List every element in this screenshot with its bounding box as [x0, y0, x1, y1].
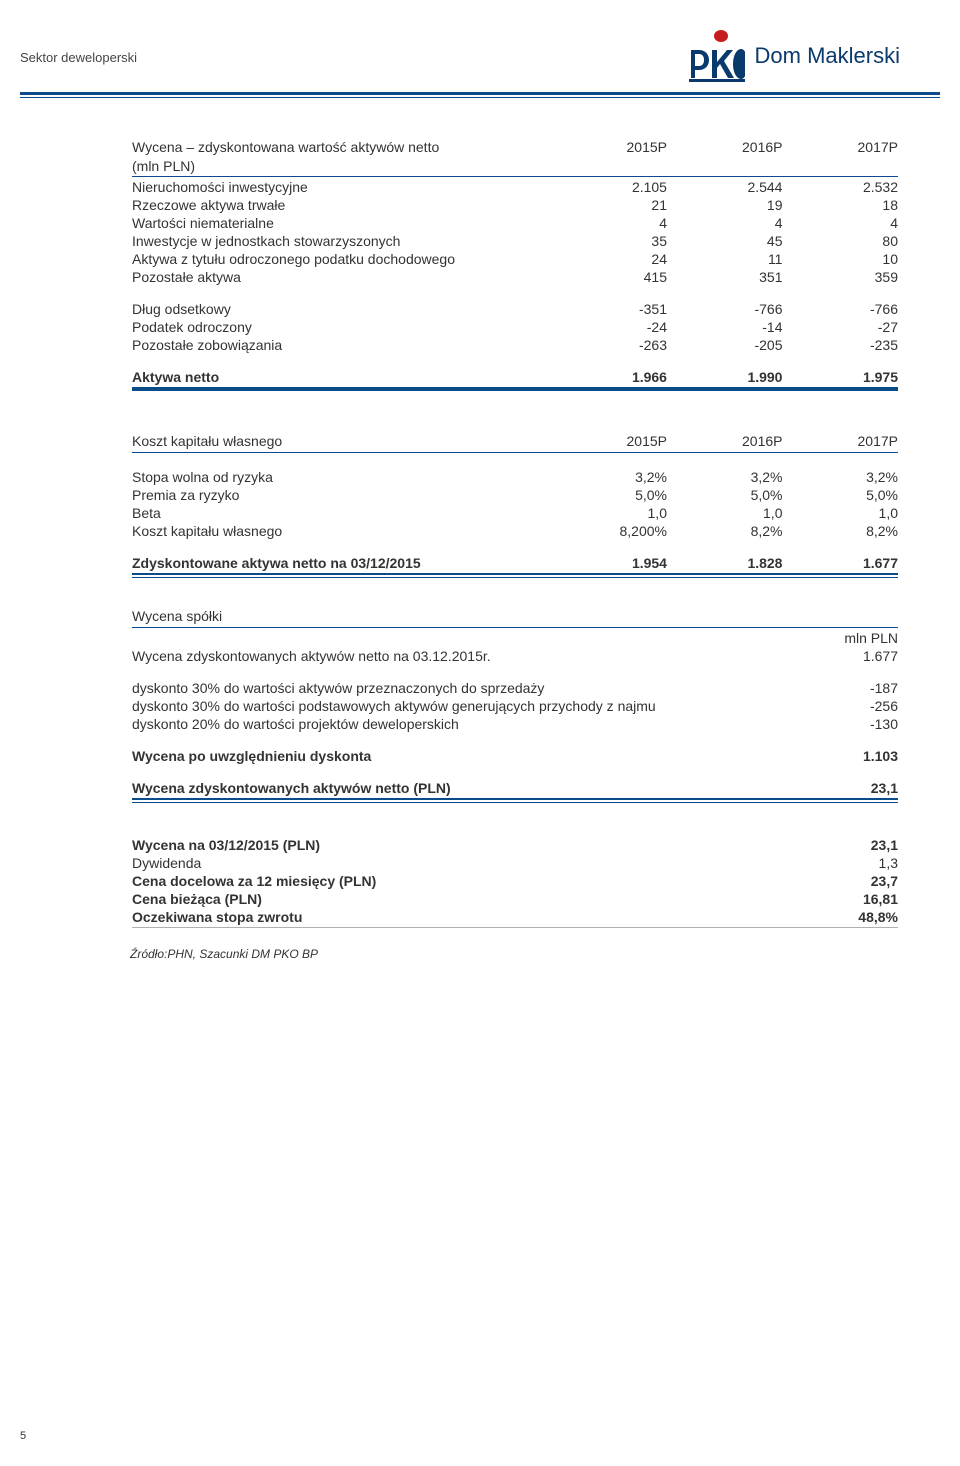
pko-logo-icon	[689, 30, 745, 82]
table-final-valuation: Wycena na 03/12/2015 (PLN)23,1Dywidenda1…	[130, 836, 900, 929]
table-row: Beta1,01,01,0	[130, 504, 900, 522]
table-row: Pozostałe aktywa415351359	[130, 268, 900, 286]
table-row: Koszt kapitału własnego8,200%8,2%8,2%	[130, 522, 900, 540]
t2-title: Koszt kapitału własnego	[130, 432, 561, 451]
table-row: Pozostałe zobowiązania-263-205-235	[130, 336, 900, 354]
page-header: Sektor deweloperski Dom Maklerski	[0, 0, 960, 92]
table-row: Wycena na 03/12/2015 (PLN)23,1	[130, 836, 900, 854]
table-row: Rzeczowe aktywa trwałe211918	[130, 196, 900, 214]
net-assets-2015: 1.966	[561, 368, 669, 386]
t1-title: Wycena – zdyskontowana wartość aktywów n…	[130, 138, 561, 157]
t1-subtitle: (mln PLN)	[130, 157, 561, 175]
col-2017p: 2017P	[784, 138, 900, 157]
table-row: Stopa wolna od ryzyka3,2%3,2%3,2%	[130, 468, 900, 486]
content: Wycena – zdyskontowana wartość aktywów n…	[0, 98, 960, 981]
col-2016p: 2016P	[669, 138, 785, 157]
net-assets-2017: 1.975	[784, 368, 900, 386]
table-row: Dywidenda1,3	[130, 854, 900, 872]
table-row: Nieruchomości inwestycyjne2.1052.5442.53…	[130, 178, 900, 196]
table-nav-valuation: Wycena – zdyskontowana wartość aktywów n…	[130, 138, 900, 392]
table-row: Cena bieżąca (PLN)16,81	[130, 890, 900, 908]
brand-text: Dom Maklerski	[755, 43, 900, 69]
disc-assets-label: Zdyskontowane aktywa netto na 03/12/2015	[130, 554, 561, 572]
unit-mln-pln: mln PLN	[669, 629, 900, 647]
table-row: Premia za ryzyko5,0%5,0%5,0%	[130, 486, 900, 504]
col-2015p: 2015P	[561, 138, 669, 157]
table-row: Wartości niematerialne444	[130, 214, 900, 232]
table-company-valuation: Wycena spółki mln PLN Wycena zdyskontowa…	[130, 607, 900, 804]
net-assets-label: Aktywa netto	[130, 368, 561, 386]
table-row: Inwestycje w jednostkach stowarzyszonych…	[130, 232, 900, 250]
page-number: 5	[20, 1430, 26, 1442]
table-row: Podatek odroczony-24-14-27	[130, 318, 900, 336]
table-row: Dług odsetkowy-351-766-766	[130, 300, 900, 318]
logo: Dom Maklerski	[689, 30, 900, 82]
table-cost-of-equity: Koszt kapitału własnego 2015P 2016P 2017…	[130, 432, 900, 579]
t3-title: Wycena spółki	[130, 607, 669, 626]
table-row: Cena docelowa za 12 miesięcy (PLN)23,7	[130, 872, 900, 890]
table-row: Aktywa z tytułu odroczonego podatku doch…	[130, 250, 900, 268]
sector-title: Sektor deweloperski	[20, 50, 137, 65]
table-row: Oczekiwana stopa zwrotu48,8%	[130, 908, 900, 926]
net-assets-2016: 1.990	[669, 368, 785, 386]
source-note: Źródło:PHN, Szacunki DM PKO BP	[130, 947, 900, 961]
